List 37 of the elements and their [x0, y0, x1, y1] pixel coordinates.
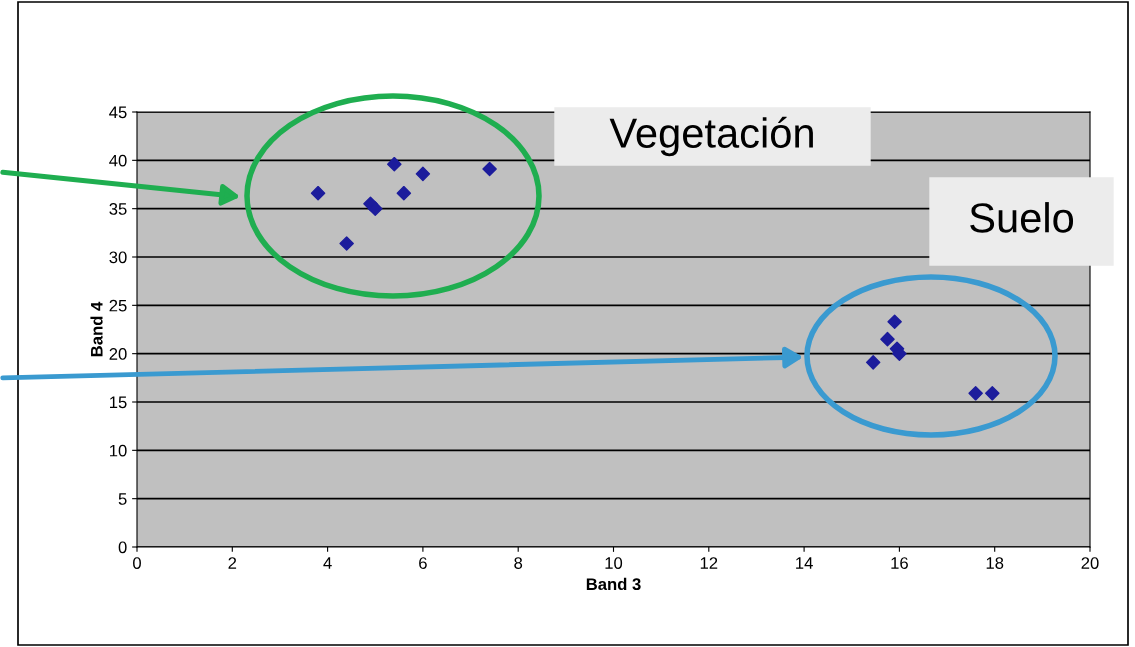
y-axis-title: Band 4: [90, 301, 103, 357]
point: [339, 236, 354, 251]
annotation: Suelo: [970, 202, 1074, 233]
y-tick-label: 30: [109, 251, 127, 264]
x-tick-label: 18: [986, 557, 1004, 569]
point: [310, 185, 326, 201]
point: [367, 201, 383, 216]
point: [396, 185, 412, 201]
x-axis-title: Band 3: [586, 577, 641, 591]
y-tick-label: 10: [110, 444, 127, 457]
x-tick-label: 0: [133, 557, 141, 569]
x-tick-label: 4: [323, 557, 332, 569]
point: [880, 331, 895, 347]
x-tick-label: 12: [700, 557, 718, 569]
y-tick-label: 40: [109, 154, 127, 167]
point: [985, 386, 1000, 401]
annotation: Vegetación: [609, 116, 813, 157]
point: [968, 386, 983, 401]
x-tick-label: 16: [891, 557, 908, 569]
x-tick-label: 6: [419, 557, 427, 569]
point: [887, 314, 902, 330]
point: [387, 156, 402, 172]
y-tick-label: 5: [118, 493, 127, 505]
x-tick-label: 14: [796, 557, 813, 569]
y-tick-label: 20: [109, 348, 127, 360]
x-tick-label: 2: [228, 557, 237, 569]
y-tick-label: 35: [109, 203, 127, 215]
y-tick-label: 45: [109, 106, 127, 119]
y-tick-label: 15: [110, 396, 127, 409]
x-tick-label: 10: [605, 557, 623, 569]
x-tick-label: 20: [1081, 557, 1099, 569]
y-tick-label: 25: [109, 299, 127, 312]
point: [482, 161, 497, 177]
y-tick-label: 0: [118, 541, 127, 554]
x-tick-label: 8: [514, 557, 523, 569]
point: [865, 355, 881, 370]
point: [415, 166, 431, 182]
